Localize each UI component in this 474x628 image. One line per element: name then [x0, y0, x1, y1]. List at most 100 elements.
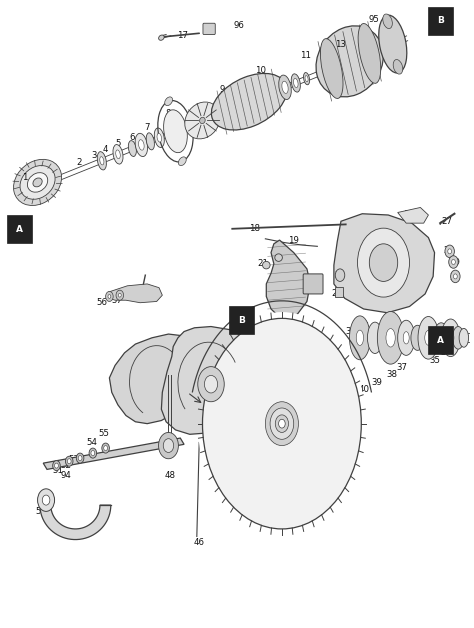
- Ellipse shape: [418, 317, 439, 359]
- Circle shape: [357, 228, 410, 297]
- Text: 8: 8: [166, 109, 171, 118]
- Circle shape: [451, 270, 460, 283]
- Text: 4: 4: [103, 145, 109, 154]
- FancyBboxPatch shape: [303, 274, 323, 294]
- Ellipse shape: [135, 133, 147, 156]
- Text: 54: 54: [86, 438, 97, 447]
- Ellipse shape: [263, 261, 270, 269]
- Text: 46: 46: [194, 538, 205, 547]
- Text: 2: 2: [76, 158, 82, 167]
- Circle shape: [335, 269, 345, 281]
- Text: 40: 40: [358, 385, 369, 394]
- Text: 58: 58: [135, 288, 146, 296]
- Ellipse shape: [320, 39, 343, 99]
- Circle shape: [265, 402, 299, 446]
- Ellipse shape: [113, 144, 123, 164]
- Ellipse shape: [200, 117, 205, 124]
- Text: 3: 3: [91, 151, 97, 160]
- Text: 33: 33: [448, 341, 459, 350]
- Text: 51: 51: [52, 466, 63, 475]
- Circle shape: [55, 463, 58, 468]
- Text: 36: 36: [358, 322, 369, 331]
- Circle shape: [204, 376, 218, 393]
- Circle shape: [104, 446, 108, 451]
- Text: 21: 21: [257, 259, 268, 268]
- Ellipse shape: [20, 166, 55, 199]
- Ellipse shape: [100, 156, 104, 165]
- Text: 48: 48: [164, 471, 175, 480]
- Ellipse shape: [211, 73, 287, 130]
- Text: 45: 45: [246, 482, 257, 491]
- Ellipse shape: [316, 26, 383, 97]
- Text: B: B: [437, 16, 444, 25]
- Ellipse shape: [356, 330, 364, 345]
- Circle shape: [78, 456, 82, 460]
- Text: 14: 14: [383, 26, 394, 35]
- Text: A: A: [16, 225, 23, 234]
- Ellipse shape: [441, 319, 460, 357]
- Ellipse shape: [379, 15, 407, 73]
- Circle shape: [53, 460, 60, 470]
- Text: 31: 31: [346, 327, 357, 336]
- Ellipse shape: [164, 110, 187, 153]
- Circle shape: [277, 418, 287, 430]
- Circle shape: [67, 458, 71, 463]
- Ellipse shape: [293, 78, 298, 87]
- FancyBboxPatch shape: [335, 287, 343, 297]
- Ellipse shape: [163, 439, 173, 453]
- Ellipse shape: [146, 133, 155, 150]
- Ellipse shape: [128, 141, 137, 156]
- Ellipse shape: [157, 133, 162, 142]
- Text: 35: 35: [429, 357, 440, 365]
- Ellipse shape: [459, 328, 469, 347]
- Text: 44: 44: [259, 392, 270, 401]
- Ellipse shape: [411, 325, 424, 350]
- Text: 41: 41: [288, 404, 299, 413]
- Ellipse shape: [393, 60, 403, 74]
- Text: 22: 22: [279, 317, 290, 326]
- Polygon shape: [266, 240, 310, 319]
- Text: 11: 11: [300, 51, 311, 60]
- Circle shape: [37, 489, 55, 511]
- Text: 28: 28: [443, 246, 454, 254]
- Circle shape: [270, 408, 294, 440]
- Ellipse shape: [138, 139, 144, 150]
- Circle shape: [118, 293, 121, 297]
- Ellipse shape: [164, 97, 173, 106]
- Text: A: A: [437, 336, 444, 345]
- Circle shape: [42, 495, 50, 505]
- Text: 53: 53: [68, 455, 80, 464]
- Text: 26: 26: [387, 279, 399, 288]
- Text: 24: 24: [335, 271, 346, 279]
- Text: 95: 95: [369, 15, 380, 24]
- Circle shape: [91, 451, 95, 456]
- Text: 29: 29: [449, 258, 460, 267]
- Ellipse shape: [386, 328, 395, 347]
- Ellipse shape: [116, 150, 120, 159]
- Ellipse shape: [97, 151, 106, 170]
- Text: 96: 96: [234, 21, 245, 30]
- Polygon shape: [398, 207, 428, 223]
- Ellipse shape: [154, 128, 164, 148]
- Circle shape: [448, 249, 452, 254]
- Text: 52: 52: [60, 461, 72, 470]
- Ellipse shape: [303, 73, 310, 85]
- Circle shape: [452, 259, 456, 264]
- Polygon shape: [334, 214, 435, 313]
- Circle shape: [445, 245, 455, 257]
- Text: 50: 50: [36, 507, 46, 516]
- Ellipse shape: [398, 320, 415, 355]
- Text: 10: 10: [255, 67, 266, 75]
- Circle shape: [454, 274, 457, 279]
- Circle shape: [449, 256, 458, 268]
- FancyBboxPatch shape: [428, 327, 453, 354]
- Ellipse shape: [159, 35, 164, 40]
- Text: 23: 23: [302, 283, 313, 291]
- Circle shape: [202, 318, 361, 529]
- Ellipse shape: [279, 75, 292, 99]
- Text: 9: 9: [219, 85, 225, 94]
- Ellipse shape: [349, 316, 370, 360]
- Ellipse shape: [178, 157, 186, 166]
- Text: 12: 12: [319, 45, 330, 53]
- Ellipse shape: [158, 433, 178, 458]
